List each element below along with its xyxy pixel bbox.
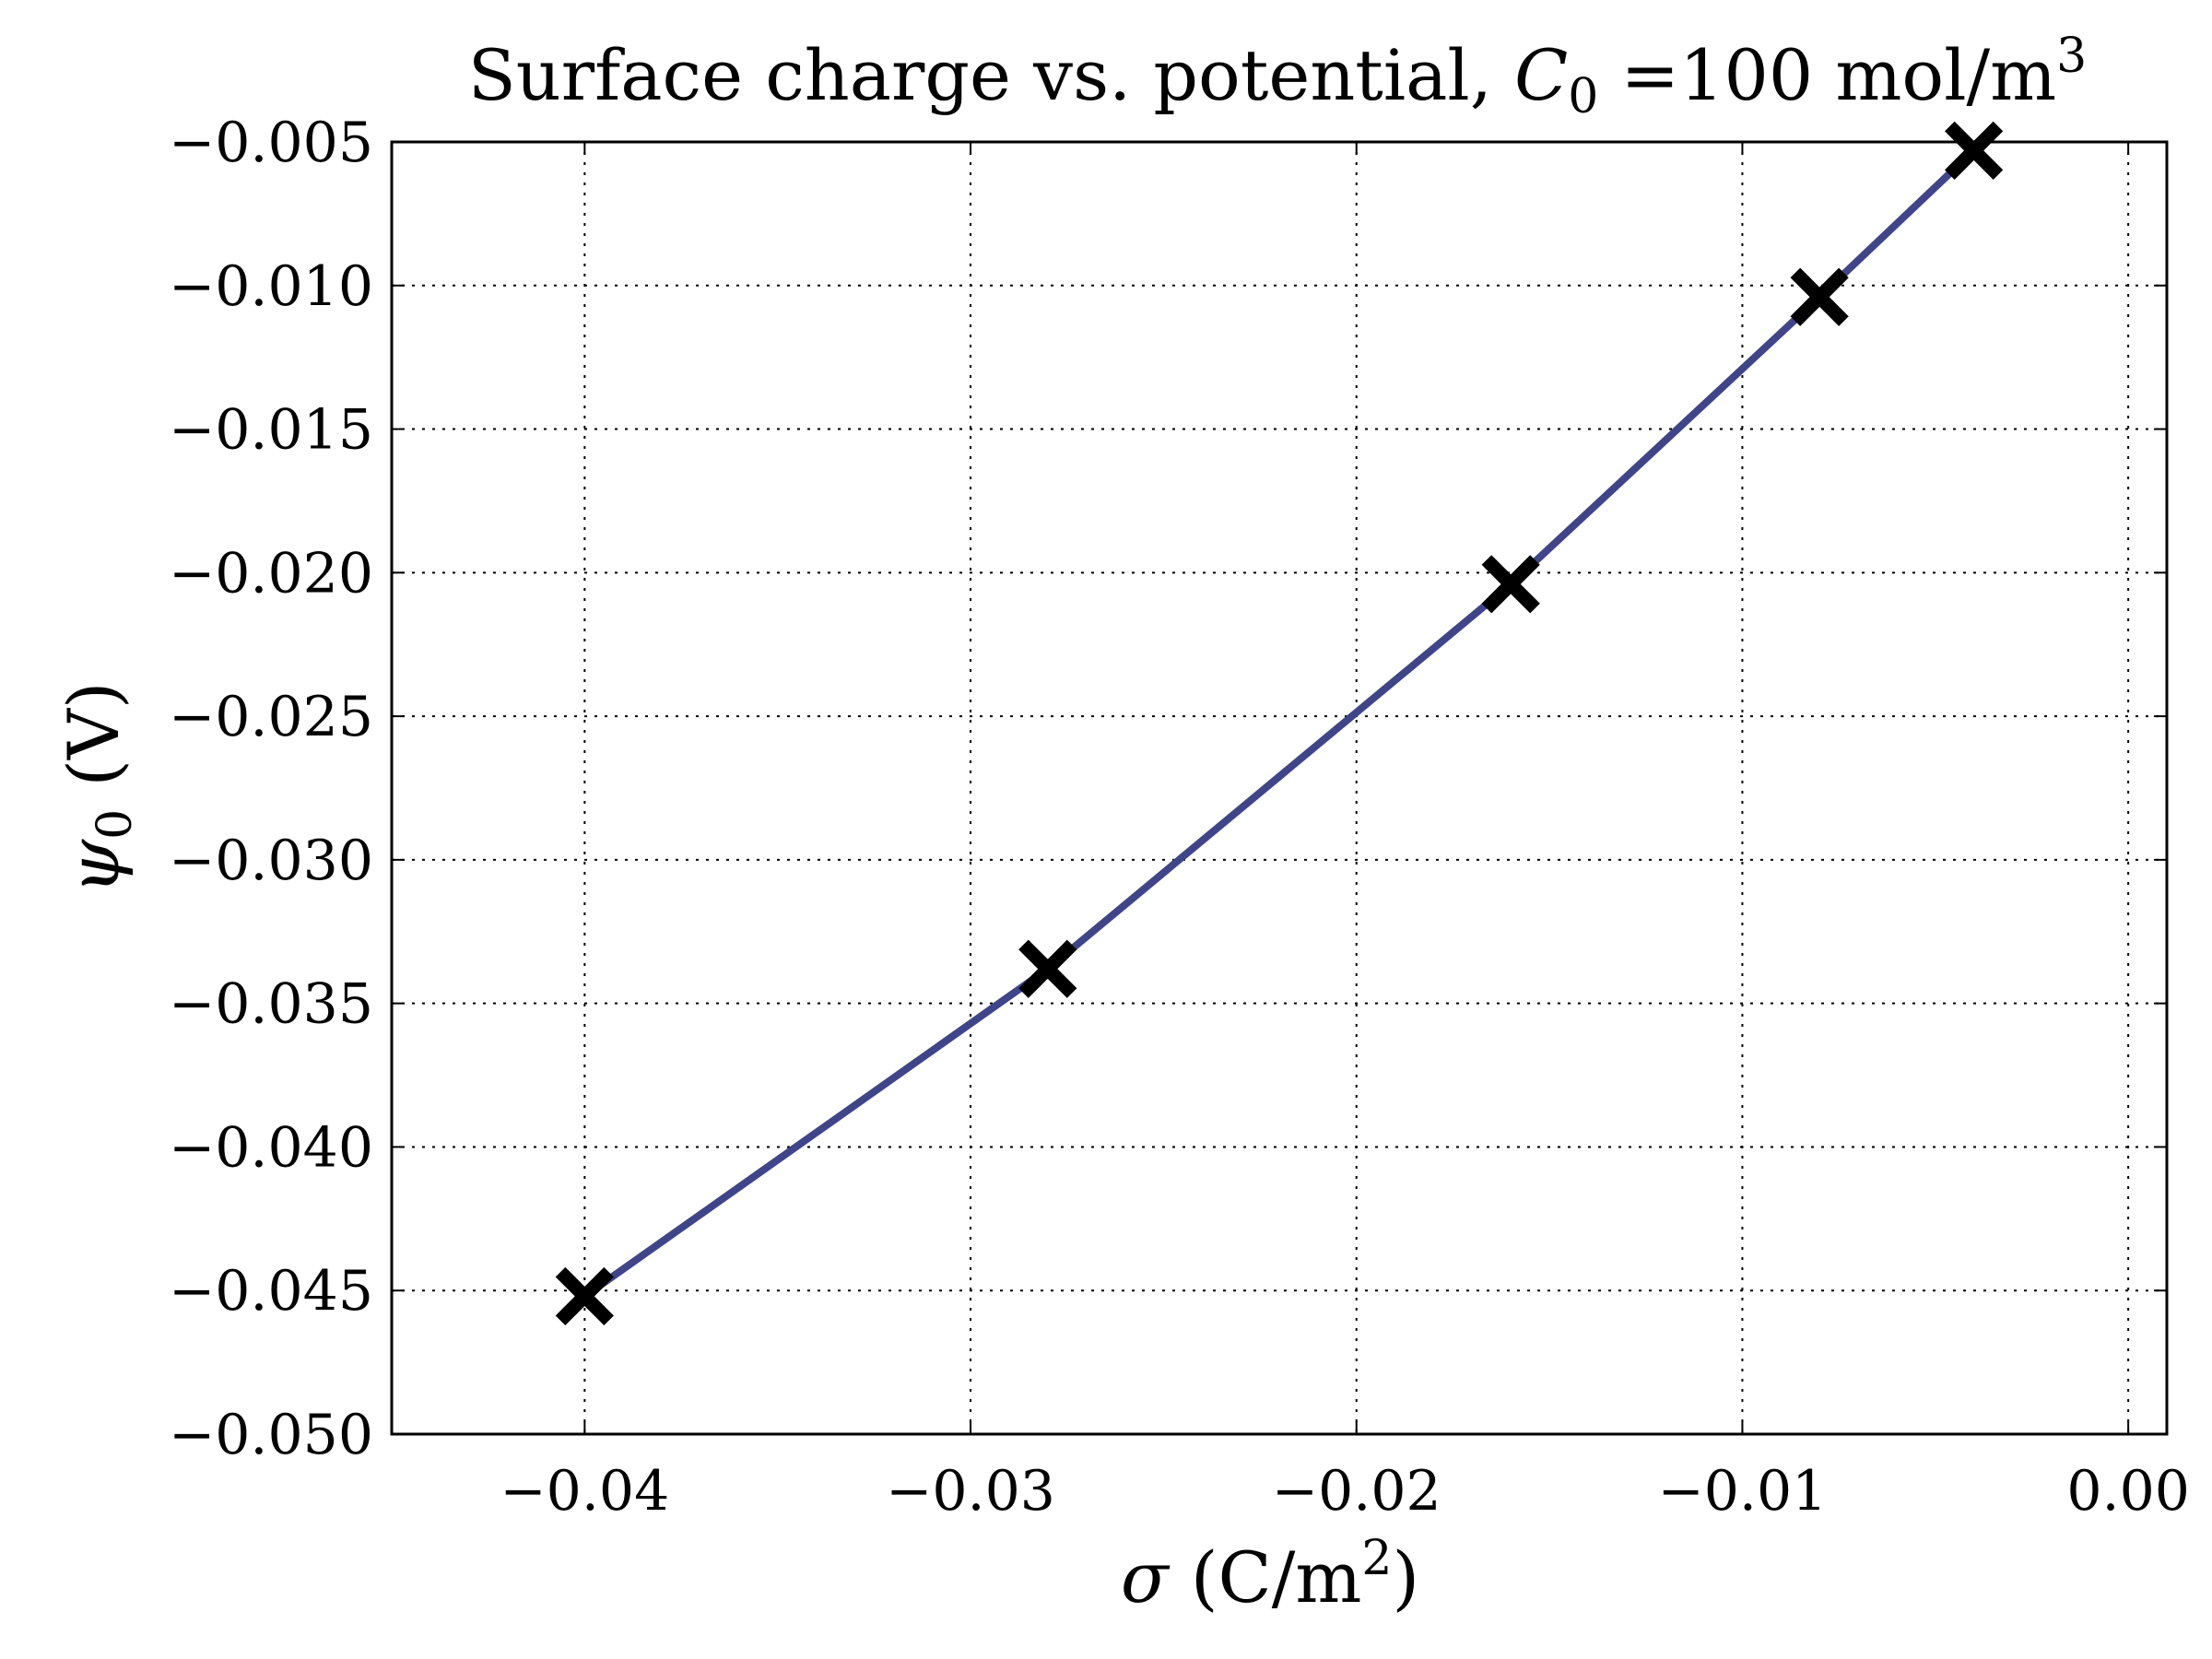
chart-title-superscript: 3 (2056, 29, 2087, 84)
data-point-marker (1790, 267, 1849, 326)
chart-title-middle: =100 mol/m (1598, 34, 2056, 116)
x-tick-label: 0.00 (2066, 1459, 2190, 1524)
x-axis-label-symbol: σ (1121, 1536, 1171, 1618)
data-point-marker (1481, 555, 1540, 614)
y-tick-labels: −0.050 −0.045 −0.040 −0.035 −0.030 −0.025 −0.0… (169, 111, 373, 1467)
data-point-marker (1018, 939, 1077, 998)
y-tick-label: −0.005 (169, 111, 373, 175)
y-tick-label: −0.045 (169, 1259, 373, 1324)
y-axis-label-suffix: (V) (53, 681, 135, 808)
x-tick-label: −0.04 (500, 1459, 669, 1524)
y-axis-label-symbol: ψ (53, 839, 135, 895)
tick-marks (392, 141, 2167, 1435)
x-axis-label-prefix: (C/m (1169, 1536, 1362, 1618)
y-axis-label-subscript: 0 (88, 809, 143, 840)
y-tick-label: −0.015 (169, 398, 373, 463)
y-axis-label: ψ0 (V) (53, 681, 143, 894)
chart-title-subscript: 0 (1568, 69, 1598, 124)
data-point-marker (555, 1266, 614, 1326)
data-point-marker (1945, 121, 2004, 180)
y-tick-label: −0.010 (169, 254, 373, 319)
series-marker-layer (555, 121, 2004, 1326)
y-tick-label: −0.030 (169, 829, 373, 893)
chart-title-symbol: C (1514, 34, 1568, 116)
y-tick-label: −0.040 (169, 1115, 373, 1180)
x-axis-label: σ (C/m2) (1121, 1531, 1419, 1618)
x-tick-labels: −0.04 −0.03 −0.02 −0.01 0.00 (500, 1459, 2190, 1524)
x-axis-label-suffix: ) (1392, 1536, 1419, 1618)
plot-frame (390, 140, 2169, 1436)
y-tick-label: −0.050 (169, 1403, 373, 1467)
x-tick-label: −0.02 (1272, 1459, 1441, 1524)
y-tick-label: −0.025 (169, 685, 373, 749)
y-tick-label: −0.020 (169, 541, 373, 606)
x-axis-label-superscript: 2 (1361, 1531, 1392, 1586)
y-tick-label: −0.035 (169, 972, 373, 1037)
x-tick-label: −0.03 (886, 1459, 1055, 1524)
chart-title: Surface charge vs. potential, C0 =100 mo… (468, 29, 2088, 124)
x-tick-label: −0.01 (1657, 1459, 1827, 1524)
chart-title-prefix: Surface charge vs. potential, (468, 34, 1514, 116)
